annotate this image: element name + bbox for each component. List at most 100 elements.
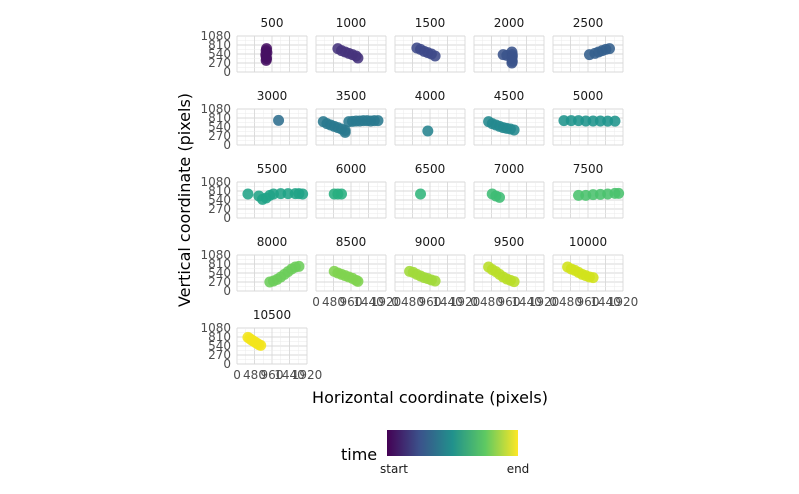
data-point <box>352 52 364 64</box>
data-point <box>613 187 625 199</box>
y-axis-title: Vertical coordinate (pixels) <box>175 93 194 307</box>
facet-panel-5000: 5000 <box>552 89 624 146</box>
x-axis-title: Horizontal coordinate (pixels) <box>312 388 548 407</box>
y-tick-label: 1080 <box>200 175 231 189</box>
facet-label: 5500 <box>257 162 288 176</box>
x-tick-label: 960 <box>261 368 284 382</box>
x-tick-label: 1440 <box>353 295 384 309</box>
x-tick-label: 480 <box>401 295 424 309</box>
legend-title: time <box>341 445 377 464</box>
facet-label: 8500 <box>336 235 367 249</box>
legend-start-label: start <box>380 462 408 476</box>
x-tick-label: 960 <box>419 295 442 309</box>
data-point <box>352 275 364 287</box>
y-tick-label: 810 <box>208 38 231 52</box>
y-tick-label: 540 <box>208 193 231 207</box>
y-tick-label: 0 <box>223 211 231 225</box>
y-tick-label: 810 <box>208 330 231 344</box>
y-tick-label: 270 <box>208 129 231 143</box>
data-point <box>604 43 616 55</box>
data-point <box>372 115 384 127</box>
facet-panel-6500: 6500 <box>394 162 466 219</box>
y-tick-label: 810 <box>208 184 231 198</box>
y-tick-label: 270 <box>208 275 231 289</box>
y-tick-label: 540 <box>208 47 231 61</box>
data-point <box>508 124 520 136</box>
x-tick-label: 0 <box>549 295 557 309</box>
y-tick-label: 270 <box>208 348 231 362</box>
x-tick-label: 960 <box>340 295 363 309</box>
data-point <box>255 339 267 351</box>
data-point <box>415 188 427 200</box>
data-point <box>587 272 599 284</box>
facet-panel-2500: 2500 <box>552 16 624 73</box>
facet-label: 8000 <box>257 235 288 249</box>
x-tick-label: 1440 <box>511 295 542 309</box>
data-point <box>273 114 285 126</box>
facet-label: 7000 <box>494 162 525 176</box>
facet-label: 10500 <box>253 308 291 322</box>
facet-panel-3500: 3500 <box>315 89 387 146</box>
y-tick-label: 1080 <box>200 102 231 116</box>
x-tick-label: 480 <box>559 295 582 309</box>
x-tick-label: 0 <box>312 295 320 309</box>
facet-label: 6000 <box>336 162 367 176</box>
data-point <box>508 276 520 288</box>
facet-panel-7000: 7000 <box>473 162 545 219</box>
data-point <box>506 57 518 69</box>
facet-panel-7500: 7500 <box>552 162 625 219</box>
x-tick-label: 1920 <box>529 295 560 309</box>
data-point <box>429 275 441 287</box>
facet-label: 9000 <box>415 235 446 249</box>
facet-panel-1000: 1000 <box>315 16 387 73</box>
data-point <box>242 188 254 200</box>
facet-panel-1500: 1500 <box>394 16 466 73</box>
x-tick-label: 1440 <box>432 295 463 309</box>
x-tick-label: 960 <box>498 295 521 309</box>
facet-label: 5000 <box>573 89 604 103</box>
y-tick-label: 0 <box>223 284 231 298</box>
facet-label: 1000 <box>336 16 367 30</box>
y-tick-label: 540 <box>208 120 231 134</box>
y-tick-label: 0 <box>223 65 231 79</box>
facet-label: 4500 <box>494 89 525 103</box>
data-point <box>429 50 441 62</box>
facet-panel-4000: 4000 <box>394 89 466 146</box>
facet-label: 1500 <box>415 16 446 30</box>
x-tick-label: 480 <box>480 295 503 309</box>
data-point <box>494 191 506 203</box>
x-tick-label: 0 <box>391 295 399 309</box>
y-tick-label: 0 <box>223 357 231 371</box>
y-tick-label: 1080 <box>200 29 231 43</box>
x-tick-label: 0 <box>233 368 241 382</box>
y-tick-label: 810 <box>208 111 231 125</box>
x-tick-label: 1920 <box>608 295 639 309</box>
y-tick-label: 270 <box>208 202 231 216</box>
y-tick-label: 1080 <box>200 321 231 335</box>
x-tick-label: 1920 <box>450 295 481 309</box>
facet-label: 2000 <box>494 16 525 30</box>
data-point <box>260 54 272 66</box>
data-point <box>422 125 434 137</box>
data-point <box>339 126 351 138</box>
facet-label: 2500 <box>573 16 604 30</box>
y-tick-label: 1080 <box>200 248 231 262</box>
facet-label: 3500 <box>336 89 367 103</box>
x-tick-label: 1920 <box>292 368 323 382</box>
data-point <box>609 115 621 127</box>
y-tick-label: 540 <box>208 266 231 280</box>
data-point <box>297 188 309 200</box>
y-tick-label: 270 <box>208 56 231 70</box>
data-point <box>293 260 305 272</box>
facet-panel-2000: 2000 <box>473 16 545 73</box>
legend-end-label: end <box>507 462 530 476</box>
facet-label: 9500 <box>494 235 525 249</box>
